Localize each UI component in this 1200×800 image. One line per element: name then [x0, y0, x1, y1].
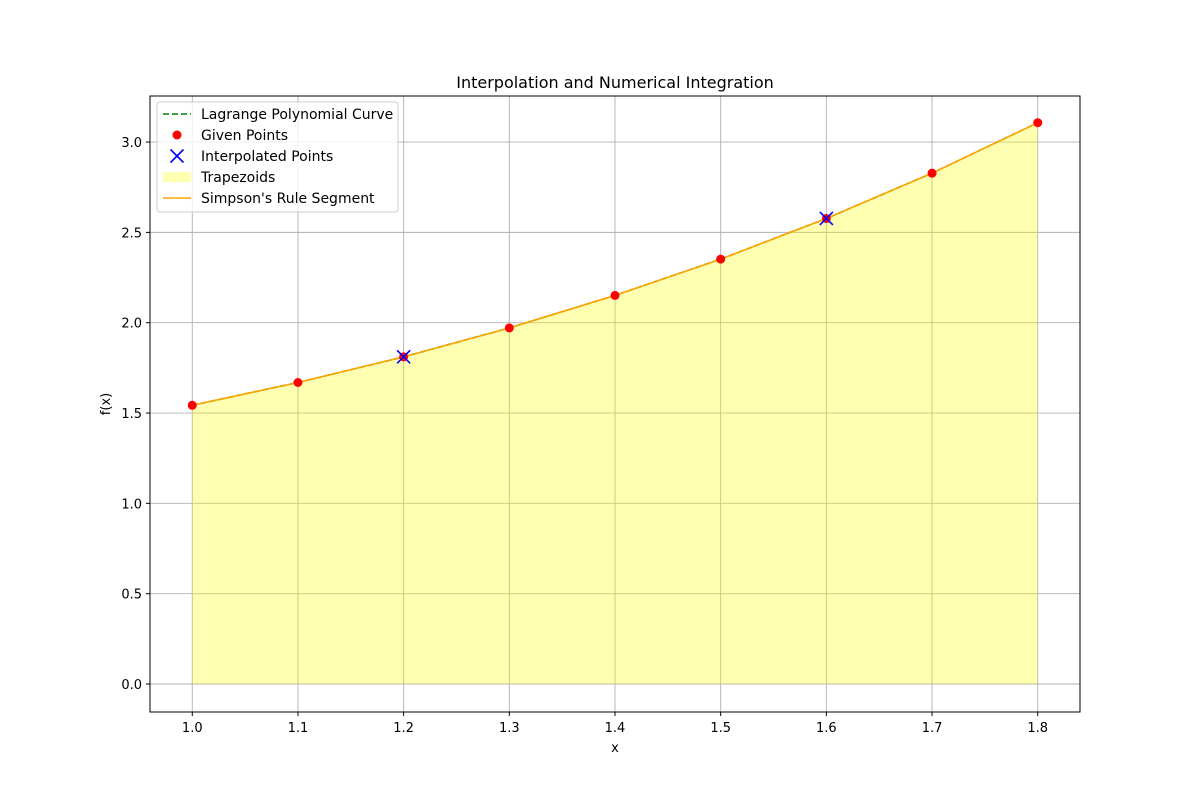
x-tick-label: 1.5 [710, 721, 731, 736]
trapezoid-area-layer [192, 122, 1038, 685]
legend-label: Lagrange Polynomial Curve [201, 107, 393, 123]
y-tick-label: 1.0 [121, 497, 142, 512]
y-tick-label: 0.0 [121, 678, 142, 693]
legend-handle-trapezoids [163, 172, 191, 182]
given-point [187, 400, 197, 410]
interpolated-point-stroke [819, 211, 834, 226]
interpolated-point [819, 211, 834, 226]
x-tick-label: 1.2 [393, 721, 414, 736]
trapezoid [932, 122, 1038, 685]
trapezoid [297, 356, 404, 684]
trapezoid [192, 382, 298, 684]
y-axis-label: f(x) [99, 393, 114, 415]
legend-handle-given [172, 130, 182, 140]
trapezoid [720, 218, 827, 684]
given-point [927, 168, 937, 178]
x-tick-label: 1.7 [922, 721, 943, 736]
given-point [504, 323, 514, 333]
grid [150, 96, 1080, 712]
y-tick-label: 0.5 [121, 588, 142, 603]
legend-label: Given Points [201, 128, 288, 144]
axis-ticks: 1.0 1.1 1.2 1.3 1.4 1.5 1.6 1.7 1.8 0.0 0.5 1.0 1.5 2… [121, 136, 1048, 736]
legend-box [156, 101, 399, 213]
given-point [610, 290, 620, 300]
given-point [716, 254, 726, 264]
x-tick-label: 1.0 [182, 721, 203, 736]
trapezoid [826, 173, 933, 684]
given-point [1033, 118, 1043, 128]
legend-label: Trapezoids [200, 170, 275, 186]
y-tick-label: 3.0 [121, 136, 142, 151]
legend-handle-interpolated [169, 148, 185, 164]
y-tick-label: 2.0 [121, 317, 142, 332]
x-tick-label: 1.6 [816, 721, 837, 736]
interpolated-point [396, 349, 411, 364]
legend: Lagrange Polynomial Curve Given Points Int… [156, 101, 399, 213]
chart-title: Interpolation and Numerical Integration [456, 73, 774, 92]
given-point [293, 378, 303, 388]
y-tick-label: 2.5 [121, 226, 142, 241]
x-tick-label: 1.1 [288, 721, 309, 736]
trapezoid [509, 295, 615, 684]
y-tick-label: 1.5 [121, 407, 142, 422]
legend-label: Simpson's Rule Segment [201, 191, 375, 207]
interpolated-point-stroke [396, 349, 411, 364]
x-tick-label: 1.4 [605, 721, 626, 736]
trapezoid [615, 259, 721, 684]
marker-layer [187, 118, 1043, 410]
x-axis-label: x [611, 741, 619, 756]
legend-label: Interpolated Points [201, 149, 333, 165]
x-tick-label: 1.3 [499, 721, 520, 736]
trapezoid [403, 327, 510, 684]
x-tick-label: 1.8 [1027, 721, 1048, 736]
